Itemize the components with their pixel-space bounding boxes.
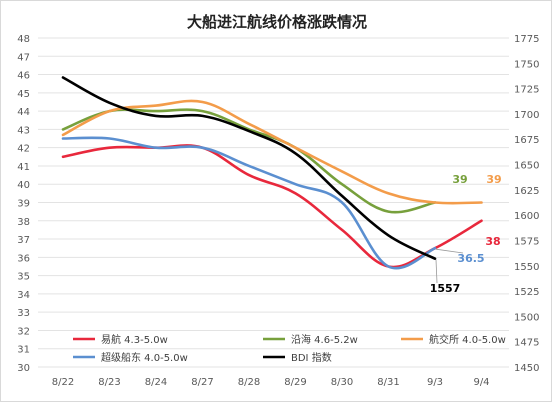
y-right-tick-label: 1750 — [514, 59, 539, 70]
x-tick-label: 8/23 — [98, 377, 120, 388]
y-right-tick-label: 1475 — [514, 338, 539, 349]
y-left-tick-label: 40 — [17, 180, 30, 191]
data-label: 38 — [485, 235, 500, 248]
y-right-tick-label: 1600 — [514, 211, 539, 222]
legend-label: 易航 4.3-5.0w — [101, 333, 168, 346]
y-left-tick-label: 43 — [17, 125, 30, 136]
legend-label: 超级船东 4.0-5.0w — [101, 351, 188, 364]
y-right-tick-label: 1625 — [514, 186, 539, 197]
y-left-tick-label: 48 — [17, 34, 30, 45]
y-left-tick-label: 44 — [17, 107, 30, 118]
data-label: 36.5 — [457, 252, 484, 265]
y-left-tick-label: 46 — [17, 71, 30, 82]
y-left-tick-label: 45 — [17, 89, 30, 100]
y-right-tick-label: 1575 — [514, 236, 539, 247]
y-right-tick-label: 1775 — [514, 34, 539, 45]
x-tick-label: 8/29 — [284, 377, 306, 388]
y-right-tick-label: 1525 — [514, 287, 539, 298]
x-tick-label: 8/22 — [52, 377, 74, 388]
y-left-tick-label: 31 — [17, 345, 30, 356]
y-left-tick-label: 41 — [17, 162, 30, 173]
y-left-tick-label: 38 — [17, 217, 30, 228]
data-label-leader — [435, 248, 464, 254]
y-left-tick-label: 42 — [17, 144, 30, 155]
x-tick-label: 8/30 — [331, 377, 353, 388]
series-line — [61, 76, 437, 260]
y-left-tick-label: 33 — [17, 308, 30, 319]
y-left-tick-label: 39 — [17, 199, 30, 210]
legend-item: 超级船东 4.0-5.0w — [73, 351, 188, 364]
x-tick-label: 9/3 — [427, 377, 443, 388]
y-right-tick-label: 1650 — [514, 161, 539, 172]
y-left-tick-label: 37 — [17, 235, 30, 246]
legend-label: 航交所 4.0-5.0w — [429, 333, 506, 346]
series-line — [61, 136, 437, 270]
data-label: 1557 — [430, 282, 461, 295]
x-tick-label: 8/24 — [145, 377, 167, 388]
legend-label: 沿海 4.6-5.2w — [291, 333, 358, 346]
y-left-tick-label: 47 — [17, 52, 30, 63]
series-line — [61, 108, 437, 214]
y-right-tick-label: 1450 — [514, 363, 539, 374]
y-right-tick-label: 1725 — [514, 85, 539, 96]
y-right-tick-label: 1550 — [514, 262, 539, 273]
series-line — [61, 99, 483, 205]
legend-label: BDI 指数 — [291, 351, 332, 364]
legend-item: BDI 指数 — [263, 351, 332, 364]
x-tick-label: 8/31 — [377, 377, 399, 388]
series-line — [61, 144, 483, 269]
y-left-tick-label: 35 — [17, 272, 30, 283]
y-left-tick-label: 34 — [17, 290, 30, 301]
x-tick-label: 8/27 — [191, 377, 213, 388]
data-label-leader — [435, 259, 438, 284]
y-left-tick-label: 36 — [17, 253, 30, 264]
data-label: 39 — [452, 173, 467, 186]
legend-item: 航交所 4.0-5.0w — [401, 333, 506, 346]
y-right-tick-label: 1500 — [514, 312, 539, 323]
chart-title: 大船进江航线价格涨跌情况 — [187, 13, 367, 31]
data-label: 39 — [486, 173, 501, 186]
y-right-tick-label: 1675 — [514, 135, 539, 146]
y-right-tick-label: 1700 — [514, 110, 539, 121]
legend-item: 沿海 4.6-5.2w — [263, 333, 358, 346]
x-tick-label: 8/28 — [238, 377, 260, 388]
legend-item: 易航 4.3-5.0w — [73, 333, 168, 346]
x-tick-label: 9/4 — [473, 377, 489, 388]
y-left-tick-label: 32 — [17, 326, 30, 337]
y-left-tick-label: 30 — [17, 363, 30, 374]
